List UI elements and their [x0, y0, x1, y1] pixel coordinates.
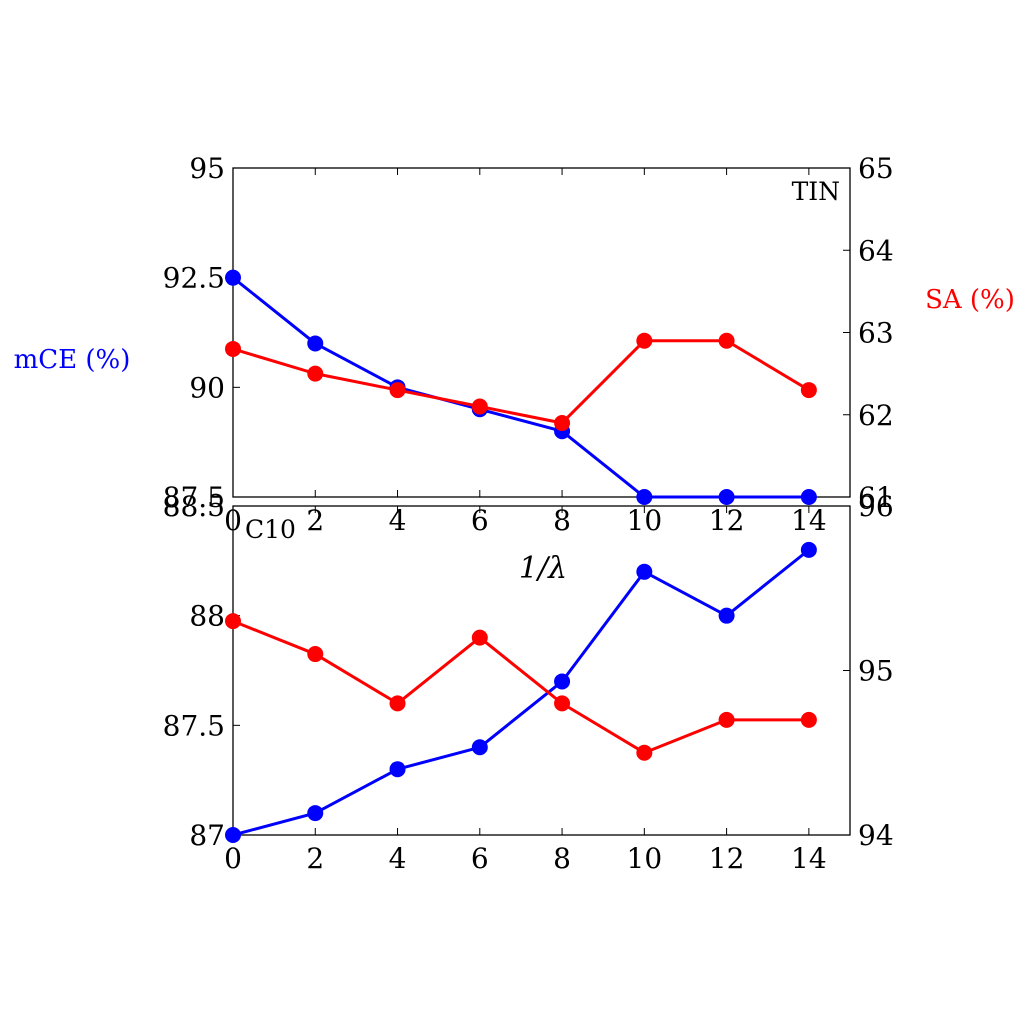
mce-data-point	[389, 761, 406, 778]
sa-series-line	[232, 339, 810, 425]
sa-series-line	[232, 619, 809, 755]
mce-data-point	[636, 489, 653, 505]
right-y-tick-label: 62	[858, 399, 894, 432]
x-tick-label: 6	[471, 842, 489, 875]
right-y-tick-label: 94	[858, 819, 894, 852]
sa-data-point	[718, 332, 735, 349]
right-y-tick-label: 61	[858, 481, 894, 514]
mce-data-point	[471, 739, 488, 756]
x-tick-label: 0	[224, 842, 242, 875]
mce-data-point	[718, 607, 735, 624]
left-y-tick-label: 90	[189, 371, 225, 404]
x-axis-label: 1/λ	[519, 551, 567, 586]
sa-data-point	[307, 365, 324, 382]
mce-data-point	[225, 827, 241, 843]
x-tick-label: 4	[389, 504, 407, 537]
mce-data-point	[554, 673, 571, 690]
right-axis-label: SA (%)	[925, 285, 1015, 315]
x-tick-label: 12	[709, 842, 745, 875]
x-tick-label: 4	[389, 842, 407, 875]
mce-data-point	[800, 541, 817, 558]
left-y-tick-label: 92.5	[163, 262, 225, 295]
left-y-tick-label: 95	[189, 152, 225, 185]
left-y-tick-label: 87.5	[163, 481, 225, 514]
x-tick-label: 6	[471, 504, 489, 537]
right-y-tick-label: 95	[858, 655, 894, 688]
panel-2: 0 2 4 6 8 10 12 14 87 87.5 88 88.5 94 95 96 C10	[163, 490, 894, 875]
sa-data-point	[636, 744, 653, 761]
x-tick-label: 10	[627, 842, 663, 875]
sa-data-point	[225, 613, 241, 630]
mce-data-point	[307, 335, 324, 352]
mce-data-point	[225, 269, 241, 286]
panel-label: C10	[245, 515, 296, 544]
x-tick-label: 14	[791, 842, 827, 875]
x-tick-label: 8	[553, 842, 571, 875]
mce-series-line	[232, 548, 810, 837]
left-axis-label: mCE (%)	[14, 345, 131, 375]
mce-data-point	[307, 805, 324, 822]
mce-series-line	[232, 276, 809, 499]
left-y-tick-label: 87	[189, 819, 225, 852]
sa-data-point	[636, 332, 653, 349]
sa-data-point	[307, 646, 324, 663]
x-tick-label: 8	[553, 504, 571, 537]
panel-label: TIN	[792, 177, 840, 206]
sa-data-point	[800, 711, 817, 728]
mce-data-point	[636, 563, 653, 580]
right-y-tick-label: 96	[858, 490, 894, 523]
sa-data-point	[471, 629, 488, 646]
right-y-tick-label: 63	[858, 317, 894, 350]
sa-data-point	[471, 398, 488, 415]
x-tick-label: 2	[306, 842, 324, 875]
sa-data-point	[389, 695, 406, 712]
sa-data-point	[554, 414, 571, 431]
sa-data-point	[718, 711, 735, 728]
left-y-tick-label: 87.5	[163, 709, 225, 742]
sa-data-point	[554, 695, 571, 712]
mce-data-point	[800, 489, 817, 505]
plot-frame	[232, 167, 851, 498]
left-y-tick-label: 88	[189, 600, 225, 633]
right-y-tick-label: 65	[858, 152, 894, 185]
mce-data-point	[718, 489, 735, 505]
x-tick-label: 2	[306, 504, 324, 537]
right-y-tick-label: 64	[858, 234, 894, 267]
sa-data-point	[389, 382, 406, 399]
sa-data-point	[800, 382, 817, 399]
sa-data-point	[225, 340, 241, 357]
left-y-tick-label: 88.5	[163, 490, 225, 523]
